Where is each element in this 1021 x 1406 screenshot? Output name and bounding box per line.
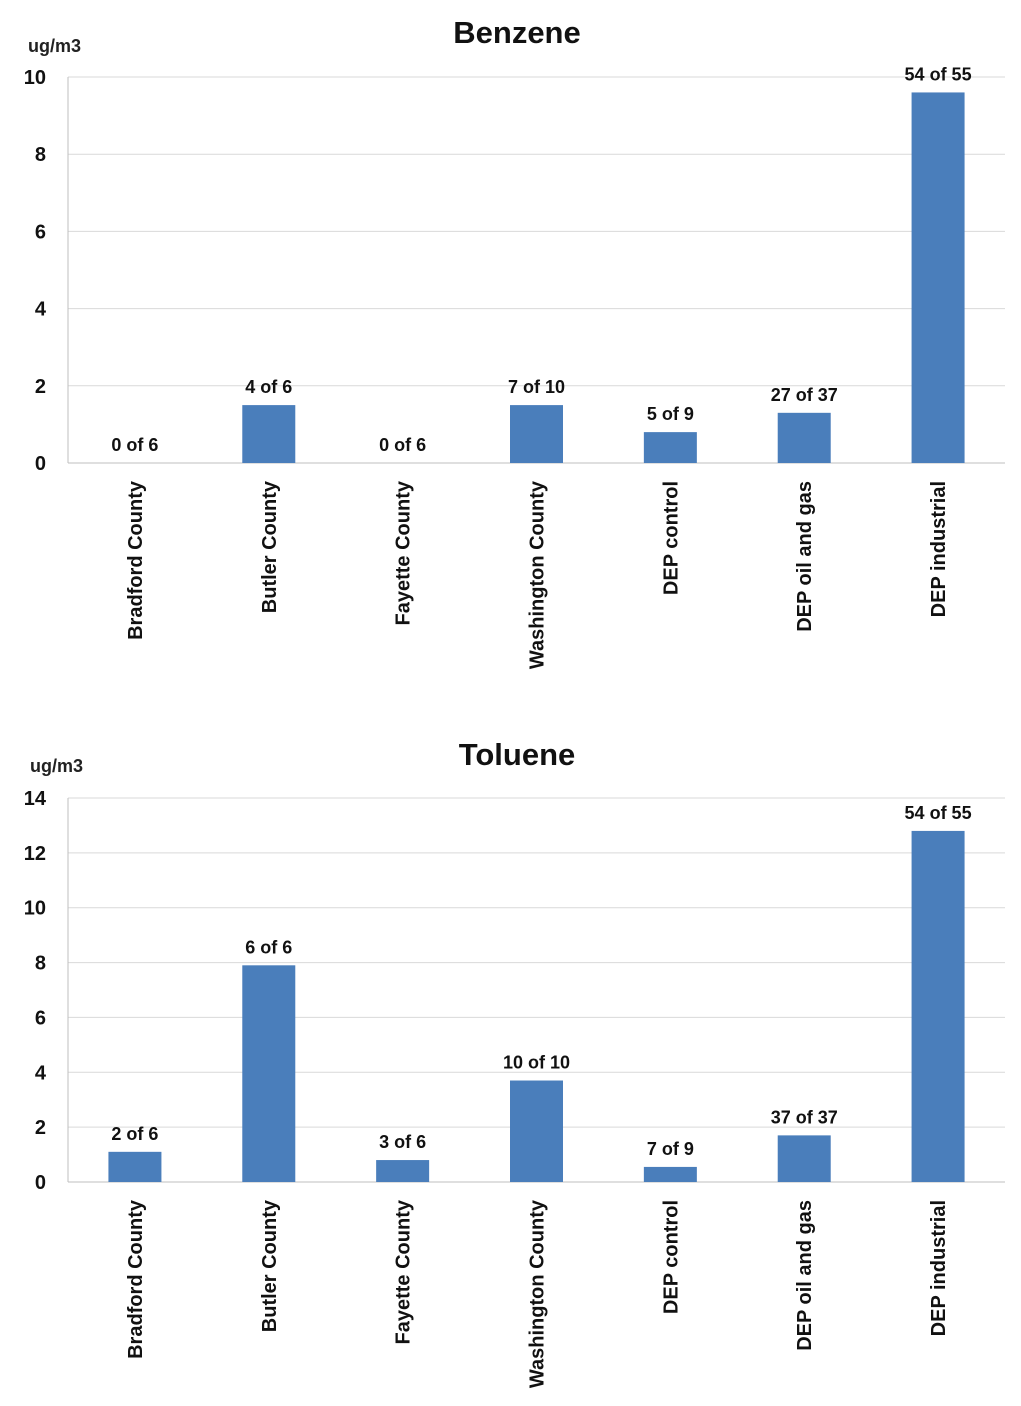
toluene-bar — [911, 830, 965, 1182]
toluene-data-label: 37 of 37 — [771, 1107, 838, 1127]
toluene-category-label: DEP control — [660, 1200, 682, 1314]
benzene-data-label: 4 of 6 — [245, 377, 292, 397]
toluene-data-label: 3 of 6 — [379, 1132, 426, 1152]
toluene-bar — [643, 1166, 697, 1182]
toluene-chart-title: Toluene — [459, 737, 576, 772]
toluene-bar — [108, 1151, 162, 1182]
benzene-chart-title: Benzene — [453, 15, 580, 50]
benzene-category-label: DEP oil and gas — [794, 481, 816, 632]
toluene-data-label: 6 of 6 — [245, 937, 292, 957]
toluene-y-tick-label: 6 — [35, 1007, 46, 1029]
benzene-bar — [242, 405, 296, 463]
benzene-category-label: Butler County — [259, 480, 281, 613]
toluene-category-label: DEP industrial — [928, 1200, 950, 1336]
toluene-bar — [510, 1080, 563, 1182]
benzene-y-tick-label: 4 — [35, 299, 47, 321]
toluene-y-tick-label: 12 — [24, 843, 46, 865]
toluene-y-tick-label: 2 — [35, 1117, 46, 1139]
benzene-bar — [510, 405, 563, 463]
benzene-data-label: 0 of 6 — [379, 435, 426, 455]
toluene-bar — [242, 965, 296, 1182]
toluene-data-label: 10 of 10 — [503, 1053, 570, 1073]
benzene-data-label: 54 of 55 — [905, 64, 972, 84]
benzene-bar — [643, 432, 697, 463]
toluene-y-tick-label: 10 — [24, 898, 46, 920]
benzene-category-label: DEP industrial — [928, 481, 950, 617]
benzene-y-axis-label: ug/m3 — [28, 36, 81, 56]
toluene-data-label: 7 of 9 — [647, 1139, 694, 1159]
benzene-y-tick-label: 8 — [35, 144, 46, 166]
toluene-category-label: Bradford County — [125, 1199, 147, 1359]
toluene-category-label: Butler County — [259, 1199, 281, 1332]
benzene-y-tick-label: 6 — [35, 221, 46, 243]
benzene-chart-svg: Benzene ug/m3 0 2 4 6 8 10 0 of 6 Bradford County… — [24, 15, 1005, 669]
benzene-bar — [777, 412, 831, 463]
benzene-data-label: 5 of 9 — [647, 404, 694, 424]
benzene-data-label: 0 of 6 — [111, 435, 158, 455]
toluene-bar — [777, 1135, 831, 1182]
toluene-chart-svg: Toluene ug/m3 0 2 4 6 8 10 12 14 2 of 6 Bradford Co… — [24, 737, 1005, 1388]
benzene-data-label: 7 of 10 — [508, 377, 565, 397]
benzene-y-tick-label: 2 — [35, 376, 46, 398]
toluene-y-tick-label: 8 — [35, 953, 46, 975]
benzene-category-label: DEP control — [660, 481, 682, 595]
benzene-category-label: Washington County — [527, 480, 549, 669]
toluene-y-tick-label: 14 — [24, 788, 47, 810]
toluene-data-label: 2 of 6 — [111, 1124, 158, 1144]
benzene-category-label: Fayette County — [393, 480, 415, 625]
benzene-chart: Benzene ug/m3 0 2 4 6 8 10 0 of 6 Bradford County… — [24, 15, 1005, 669]
toluene-category-label: Fayette County — [393, 1199, 415, 1344]
toluene-data-label: 54 of 55 — [905, 803, 972, 823]
benzene-category-label: Bradford County — [125, 480, 147, 640]
toluene-y-tick-label: 4 — [35, 1062, 47, 1084]
toluene-y-axis-label: ug/m3 — [30, 756, 83, 776]
toluene-bar — [376, 1160, 430, 1182]
benzene-y-tick-label: 0 — [35, 453, 46, 475]
toluene-chart: Toluene ug/m3 0 2 4 6 8 10 12 14 2 of 6 Bradford Co… — [0, 703, 1021, 1406]
benzene-bar — [911, 92, 965, 463]
benzene-data-label: 27 of 37 — [771, 385, 838, 405]
toluene-category-label: DEP oil and gas — [794, 1200, 816, 1351]
toluene-category-label: Washington County — [527, 1199, 549, 1388]
toluene-y-tick-label: 0 — [35, 1172, 46, 1194]
benzene-y-tick-label: 10 — [24, 67, 46, 89]
